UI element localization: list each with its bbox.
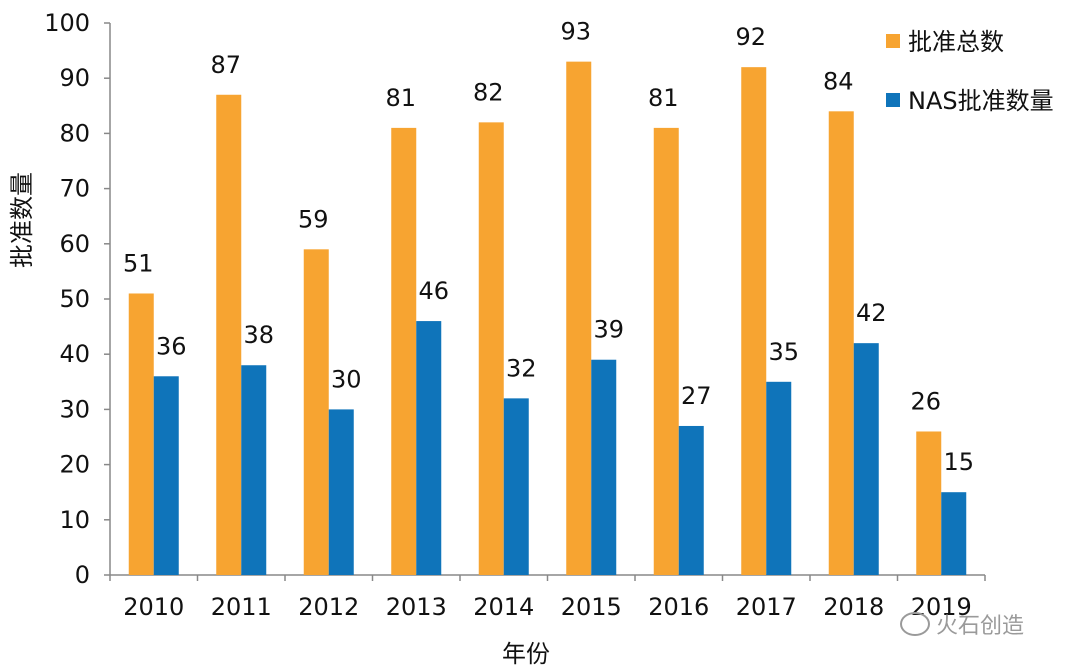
bar-total <box>828 111 854 575</box>
data-label-total: 93 <box>560 18 591 46</box>
x-tick-label: 2017 <box>736 593 797 621</box>
y-tick-label: 60 <box>59 230 90 258</box>
y-tick-label: 40 <box>59 340 90 368</box>
y-tick-label: 70 <box>59 175 90 203</box>
data-label-total: 82 <box>473 78 504 106</box>
data-label-total: 51 <box>123 249 154 277</box>
bar-total <box>478 122 504 576</box>
data-label-nas: 35 <box>768 338 799 366</box>
bar-total <box>391 127 417 575</box>
x-tick-label: 2010 <box>123 593 184 621</box>
bar-total <box>916 431 942 575</box>
legend-label-nas: NAS批准数量 <box>908 87 1054 115</box>
y-tick-label: 90 <box>59 64 90 92</box>
bars <box>128 61 967 576</box>
bar-nas <box>328 409 354 575</box>
legend-swatch-nas <box>886 93 900 107</box>
x-tick-label: 2016 <box>648 593 709 621</box>
data-label-nas: 36 <box>156 332 187 360</box>
data-label-nas: 42 <box>856 299 887 327</box>
x-tick-label: 2011 <box>211 593 272 621</box>
x-axis-title: 年份 <box>502 640 550 668</box>
x-tick-label: 2015 <box>561 593 622 621</box>
bar-total <box>653 127 679 575</box>
data-label-nas: 46 <box>418 277 449 305</box>
watermark-text: 火石创造 <box>936 614 1025 639</box>
y-tick-label: 80 <box>59 119 90 147</box>
data-label-total: 92 <box>735 23 766 51</box>
y-axis-title: 批准数量 <box>8 172 36 268</box>
data-label-total: 87 <box>210 51 241 79</box>
x-tick-label: 2018 <box>823 593 884 621</box>
bar-total <box>741 67 767 575</box>
y-tick-label: 10 <box>59 506 90 534</box>
legend: 批准总数 NAS批准数量 <box>886 28 1054 115</box>
bar-nas <box>941 492 967 575</box>
data-label-total: 59 <box>298 205 329 233</box>
data-label-total: 81 <box>648 84 679 112</box>
bar-nas <box>241 365 267 575</box>
data-label-total: 26 <box>910 387 941 415</box>
bar-nas <box>766 381 792 575</box>
bar-nas <box>591 359 617 575</box>
data-label-nas: 32 <box>506 354 537 382</box>
data-label-total: 81 <box>385 84 416 112</box>
bar-nas <box>503 398 529 575</box>
bar-total <box>216 94 242 575</box>
data-label-total: 84 <box>823 67 854 95</box>
bar-nas <box>678 425 704 575</box>
data-label-nas: 30 <box>331 365 362 393</box>
bar-nas <box>416 321 442 575</box>
x-tick-label: 2012 <box>298 593 359 621</box>
data-label-nas: 38 <box>243 321 274 349</box>
bar-total <box>128 293 154 575</box>
data-label-nas: 27 <box>681 382 712 410</box>
watermark: 火石创造 <box>900 608 1024 640</box>
legend-label-total: 批准总数 <box>908 28 1004 56</box>
bar-total <box>303 249 329 575</box>
y-tick-label: 0 <box>75 561 90 589</box>
data-label-nas: 15 <box>943 448 974 476</box>
y-tick-label: 20 <box>59 451 90 479</box>
y-tick-label: 50 <box>59 285 90 313</box>
data-labels: 51 87 59 81 82 93 81 92 84 26 36 38 30 46 32 39 27 35 42 15 <box>123 18 974 477</box>
bar-total <box>566 61 592 575</box>
bar-nas <box>153 376 179 575</box>
data-label-nas: 39 <box>593 316 624 344</box>
y-tick-label: 30 <box>59 395 90 423</box>
y-tick-label: 100 <box>44 9 90 37</box>
wechat-icon <box>900 612 930 636</box>
x-tick-label: 2013 <box>386 593 447 621</box>
bar-nas <box>853 343 879 575</box>
x-tick-label: 2014 <box>473 593 534 621</box>
legend-swatch-total <box>886 34 900 48</box>
